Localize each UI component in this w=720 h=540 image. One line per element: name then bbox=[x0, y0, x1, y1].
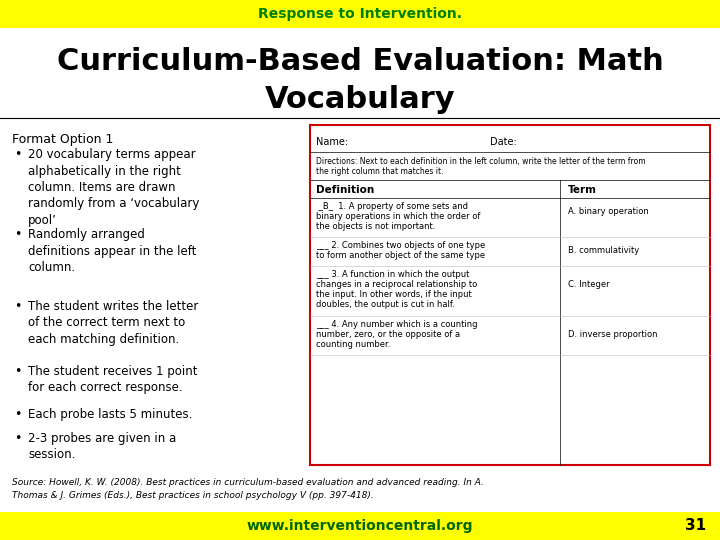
Text: binary operations in which the order of: binary operations in which the order of bbox=[316, 212, 480, 221]
Text: ___ 2. Combines two objects of one type: ___ 2. Combines two objects of one type bbox=[316, 241, 485, 250]
Text: changes in a reciprocal relationship to: changes in a reciprocal relationship to bbox=[316, 280, 477, 289]
Text: 2-3 probes are given in a
session.: 2-3 probes are given in a session. bbox=[28, 432, 176, 462]
Text: Vocabulary: Vocabulary bbox=[265, 85, 455, 114]
Text: www.interventioncentral.org: www.interventioncentral.org bbox=[247, 519, 473, 533]
Text: Each probe lasts 5 minutes.: Each probe lasts 5 minutes. bbox=[28, 408, 192, 421]
Text: Format Option 1: Format Option 1 bbox=[12, 133, 113, 146]
Text: Response to Intervention.: Response to Intervention. bbox=[258, 7, 462, 21]
Text: to form another object of the same type: to form another object of the same type bbox=[316, 251, 485, 260]
Text: number, zero, or the opposite of a: number, zero, or the opposite of a bbox=[316, 330, 460, 339]
Text: •: • bbox=[14, 432, 22, 445]
Text: Name:: Name: bbox=[316, 137, 348, 147]
Text: •: • bbox=[14, 365, 22, 378]
Text: the objects is not important.: the objects is not important. bbox=[316, 222, 436, 231]
Text: The student receives 1 point
for each correct response.: The student receives 1 point for each co… bbox=[28, 365, 197, 395]
Text: B. commulativity: B. commulativity bbox=[568, 246, 639, 255]
Text: Curriculum-Based Evaluation: Math: Curriculum-Based Evaluation: Math bbox=[57, 48, 663, 77]
Text: counting number.: counting number. bbox=[316, 340, 390, 349]
Text: D. inverse proportion: D. inverse proportion bbox=[568, 330, 657, 339]
Text: •: • bbox=[14, 300, 22, 313]
Text: doubles, the output is cut in half.: doubles, the output is cut in half. bbox=[316, 300, 455, 309]
Bar bbox=[0, 0, 720, 28]
Text: Source: Howell, K. W. (2008). Best practices in curriculum-based evaluation and : Source: Howell, K. W. (2008). Best pract… bbox=[12, 478, 484, 500]
Text: Date:: Date: bbox=[490, 137, 517, 147]
Text: _B_  1. A property of some sets and: _B_ 1. A property of some sets and bbox=[316, 202, 468, 211]
Text: ___ 4. Any number which is a counting: ___ 4. Any number which is a counting bbox=[316, 320, 477, 329]
Text: •: • bbox=[14, 228, 22, 241]
Text: •: • bbox=[14, 148, 22, 161]
Text: C. Integer: C. Integer bbox=[568, 280, 610, 289]
Text: Directions: Next to each definition in the left column, write the letter of the : Directions: Next to each definition in t… bbox=[316, 157, 646, 166]
Text: 31: 31 bbox=[685, 518, 706, 534]
Text: the right column that matches it.: the right column that matches it. bbox=[316, 167, 444, 176]
Text: the input. In other words, if the input: the input. In other words, if the input bbox=[316, 290, 472, 299]
Text: ___ 3. A function in which the output: ___ 3. A function in which the output bbox=[316, 270, 469, 279]
Text: A. binary operation: A. binary operation bbox=[568, 207, 649, 216]
Text: The student writes the letter
of the correct term next to
each matching definiti: The student writes the letter of the cor… bbox=[28, 300, 199, 346]
Text: 20 vocabulary terms appear
alphabetically in the right
column. Items are drawn
r: 20 vocabulary terms appear alphabeticall… bbox=[28, 148, 199, 227]
Text: Definition: Definition bbox=[316, 185, 374, 195]
Text: •: • bbox=[14, 408, 22, 421]
Bar bbox=[0, 512, 720, 540]
Text: Term: Term bbox=[568, 185, 597, 195]
Text: Randomly arranged
definitions appear in the left
column.: Randomly arranged definitions appear in … bbox=[28, 228, 197, 274]
Bar bbox=[310, 125, 710, 465]
